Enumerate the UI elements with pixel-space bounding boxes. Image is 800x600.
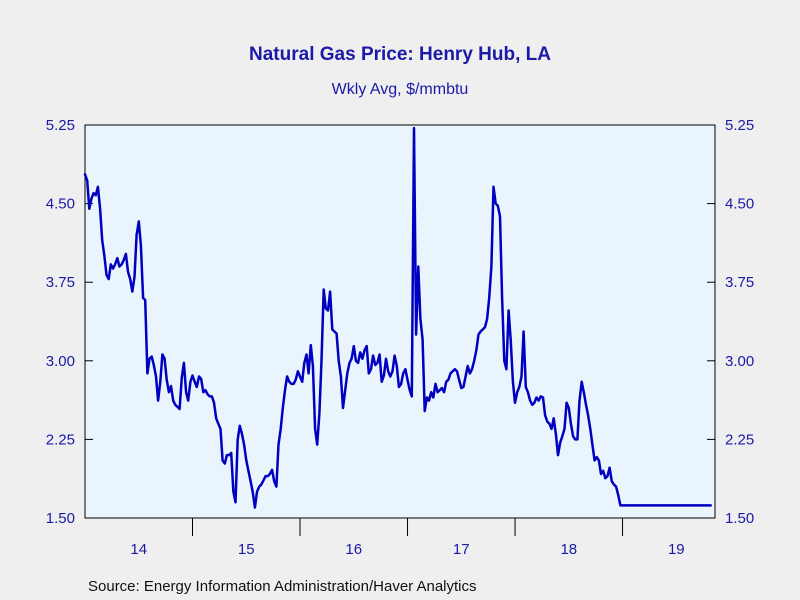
x-tick-label: 18 [560,541,577,558]
x-tick-label: 19 [668,541,685,558]
y-tick-label-left: 3.75 [46,274,75,291]
y-tick-label-right: 1.50 [725,510,754,527]
chart-title: Natural Gas Price: Henry Hub, LA [249,44,551,65]
series-line [83,126,712,509]
plot-area [84,124,716,519]
x-axis: 14 15 16 17 18 19 [130,518,685,558]
y-tick-label-left: 1.50 [46,510,75,527]
chart-subtitle: Wkly Avg, $/mmbtu [332,81,469,98]
y-tick-label-left: 2.25 [46,431,75,448]
y-tick-label-right: 3.00 [725,353,754,370]
y-tick-label-right: 3.75 [725,274,754,291]
y-axis-right: 5.25 4.50 3.75 3.00 2.25 1.50 [707,117,754,527]
y-tick-label-left: 5.25 [46,117,75,134]
y-tick-label-right: 2.25 [725,431,754,448]
chart-source: Source: Energy Information Administratio… [88,578,477,595]
y-tick-label-right: 5.25 [725,117,754,134]
y-tick-label-left: 4.50 [46,196,75,213]
x-tick-label: 14 [130,541,147,558]
y-axis-left: 5.25 4.50 3.75 3.00 2.25 1.50 [46,117,93,527]
y-tick-label-left: 3.00 [46,353,75,370]
y-tick-label-right: 4.50 [725,196,754,213]
x-tick-label: 17 [453,541,470,558]
x-tick-label: 15 [238,541,255,558]
x-tick-label: 16 [345,541,362,558]
